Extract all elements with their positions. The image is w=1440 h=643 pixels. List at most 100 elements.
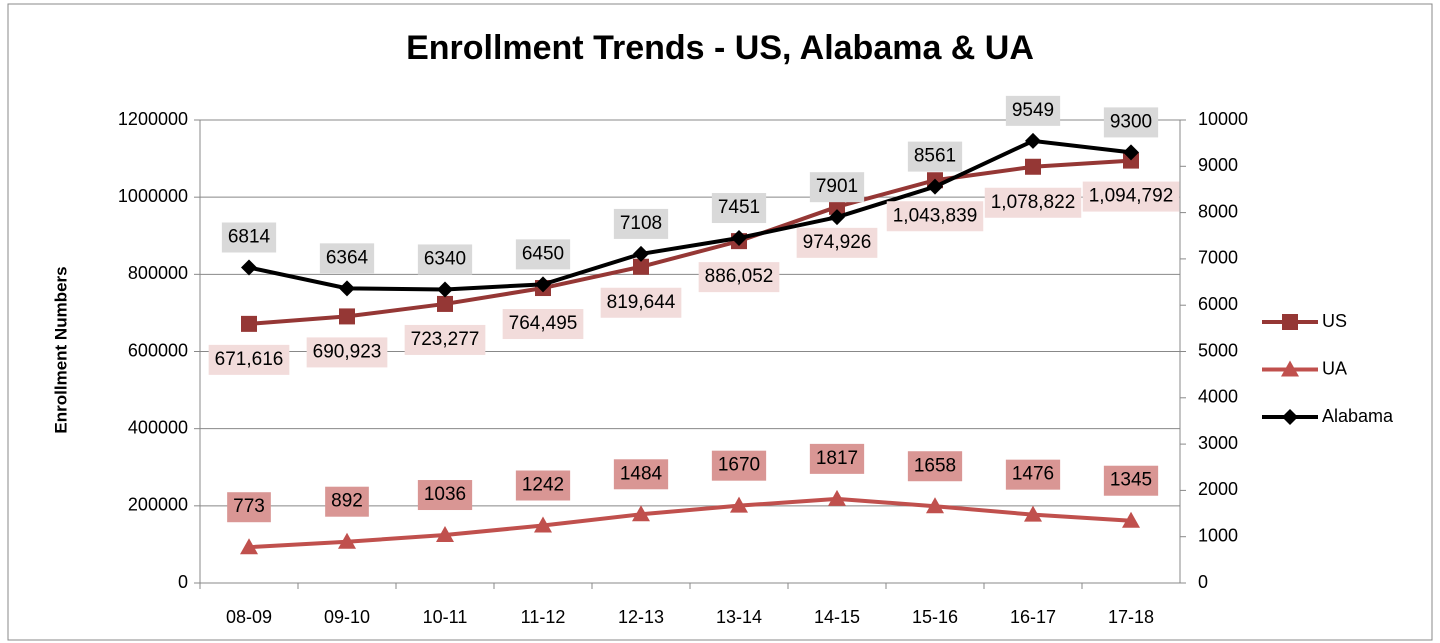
data-label: 723,277 — [411, 329, 480, 350]
data-label-bg — [1103, 465, 1159, 496]
legend-label: UA — [1322, 358, 1347, 378]
data-label-bg — [515, 239, 571, 270]
y-tick-label: 1000000 — [118, 186, 188, 206]
y2-tick-label: 9000 — [1198, 155, 1238, 175]
data-label: 886,052 — [705, 266, 774, 287]
data-label: 7108 — [620, 213, 662, 234]
x-tick-label: 13-14 — [716, 607, 762, 627]
marker — [241, 315, 257, 332]
marker — [1025, 132, 1041, 149]
legend-label: US — [1322, 311, 1347, 331]
data-label: 974,926 — [803, 232, 872, 253]
y-tick-label: 1200000 — [118, 109, 188, 129]
x-tick-label: 16-17 — [1010, 607, 1056, 627]
marker — [535, 276, 551, 293]
data-label-bg — [711, 193, 767, 224]
x-tick-label: 12-13 — [618, 607, 664, 627]
data-label: 6814 — [228, 227, 271, 248]
marker — [1123, 152, 1139, 169]
marker — [829, 198, 845, 215]
marker — [1025, 158, 1041, 175]
marker — [1123, 144, 1139, 161]
data-label-bg — [907, 451, 963, 482]
data-label: 1,094,792 — [1089, 186, 1174, 207]
data-label: 819,644 — [607, 292, 676, 313]
data-label-bg — [208, 344, 290, 375]
data-label-bg — [221, 222, 277, 253]
marker — [339, 280, 355, 297]
marker — [632, 505, 650, 522]
data-label-bg — [227, 492, 271, 523]
y2-tick-label: 2000 — [1198, 479, 1238, 499]
data-label: 1,043,839 — [893, 205, 978, 226]
data-label-bg — [809, 443, 865, 474]
y-tick-label: 800000 — [128, 263, 188, 283]
x-tick-label: 10-11 — [423, 607, 468, 627]
x-tick-label: 11-12 — [521, 607, 566, 627]
data-label-bg — [1005, 459, 1061, 490]
y2-tick-label: 3000 — [1198, 433, 1238, 453]
y-tick-label: 600000 — [128, 340, 188, 360]
data-label: 764,495 — [509, 313, 578, 334]
data-label-bg — [711, 450, 767, 481]
data-label: 1345 — [1110, 470, 1152, 491]
legend-label: Alabama — [1322, 406, 1394, 426]
y2-tick-label: 7000 — [1198, 248, 1238, 268]
data-label-bg — [417, 480, 473, 511]
data-label-bg — [796, 227, 878, 258]
x-tick-label: 15-16 — [912, 607, 958, 627]
x-tick-label: 17-18 — [1108, 607, 1154, 627]
data-label-bg — [306, 337, 388, 368]
data-label: 6450 — [522, 243, 564, 264]
data-label-bg — [515, 470, 571, 501]
marker — [633, 258, 649, 275]
marker — [1281, 360, 1299, 377]
marker — [436, 526, 454, 543]
data-label: 7901 — [816, 176, 858, 197]
marker — [828, 489, 846, 506]
data-label: 1036 — [424, 484, 466, 505]
marker — [1024, 505, 1042, 522]
data-label-bg — [404, 324, 486, 355]
marker — [534, 516, 552, 533]
y2-tick-label: 10000 — [1198, 109, 1248, 129]
y-tick-label: 400000 — [128, 417, 188, 437]
marker — [338, 532, 356, 549]
chart-title: Enrollment Trends - US, Alabama & UA — [406, 29, 1034, 67]
y-axis-title: Enrollment Numbers — [51, 266, 70, 433]
marker — [437, 295, 453, 312]
data-label-bg — [886, 201, 984, 232]
data-label: 671,616 — [215, 349, 284, 370]
data-label-bg — [613, 459, 669, 490]
y2-tick-label: 1000 — [1198, 525, 1238, 545]
data-label-bg — [1082, 181, 1180, 212]
data-label: 6340 — [424, 248, 466, 269]
marker — [926, 497, 944, 514]
y2-tick-label: 5000 — [1198, 340, 1238, 360]
data-label: 773 — [233, 496, 265, 517]
data-label: 690,923 — [313, 341, 382, 362]
data-label: 1,078,822 — [991, 192, 1076, 213]
data-label: 1484 — [620, 463, 663, 484]
marker — [240, 538, 258, 555]
data-label: 1476 — [1012, 464, 1054, 485]
marker — [437, 281, 453, 298]
data-label: 7451 — [718, 197, 760, 218]
y2-tick-label: 0 — [1198, 572, 1208, 592]
data-label: 1242 — [522, 475, 564, 496]
data-label-bg — [984, 187, 1082, 218]
data-label-bg — [325, 486, 369, 517]
data-label-bg — [1005, 95, 1061, 126]
x-tick-label: 09-10 — [324, 607, 370, 627]
data-label-bg — [698, 262, 780, 293]
data-label-bg — [502, 309, 584, 340]
y2-tick-label: 6000 — [1198, 294, 1238, 314]
marker — [829, 209, 845, 226]
data-label: 1817 — [816, 448, 858, 469]
marker — [241, 259, 257, 276]
series-line — [248, 496, 1132, 550]
series-line — [248, 158, 1132, 326]
y-tick-label: 200000 — [128, 495, 188, 515]
marker — [731, 230, 747, 247]
